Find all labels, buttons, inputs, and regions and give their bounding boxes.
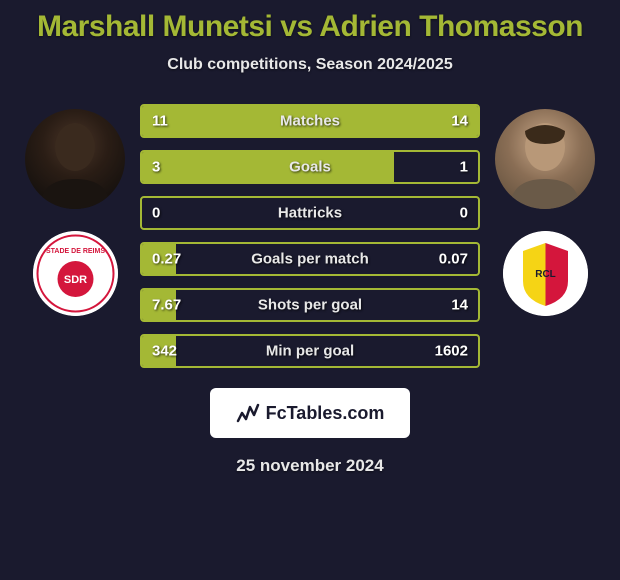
stats-column: 11 Matches 14 3 Goals 1 0 Hattricks 0 0.27 Goals p… [140,104,480,368]
stat-label: Matches [280,113,340,130]
player-right-silhouette-icon [495,109,595,209]
player-left-club-logo: STADE DE REIMS SDR [33,231,118,316]
reims-logo-icon: STADE DE REIMS SDR [33,231,118,316]
player-right-photo [495,109,595,209]
right-player-column: RCL [490,104,600,316]
stat-row: 0.27 Goals per match 0.07 [140,242,480,276]
stat-value-left: 0.27 [152,251,181,268]
stat-row: 7.67 Shots per goal 14 [140,288,480,322]
player-right-club-logo: RCL [503,231,588,316]
date-text: 25 november 2024 [236,456,383,476]
lens-logo-icon: RCL [503,231,588,316]
stat-value-right: 1602 [435,343,468,360]
main-area: STADE DE REIMS SDR 11 Matches 14 3 Goals 1 0 Ha… [0,104,620,368]
stat-label: Goals per match [251,251,369,268]
fctables-label: FcTables.com [266,403,385,424]
stat-fill-left [142,152,394,182]
svg-text:RCL: RCL [535,269,556,280]
left-player-column: STADE DE REIMS SDR [20,104,130,316]
stat-label: Hattricks [278,205,342,222]
stat-label: Shots per goal [258,297,362,314]
stat-value-left: 11 [152,113,168,130]
svg-text:STADE DE REIMS: STADE DE REIMS [46,248,105,255]
svg-text:SDR: SDR [63,274,86,286]
stat-row: 3 Goals 1 [140,150,480,184]
stat-value-left: 0 [152,205,160,222]
stat-row: 0 Hattricks 0 [140,196,480,230]
stat-value-right: 14 [451,113,468,130]
stat-row: 11 Matches 14 [140,104,480,138]
comparison-card: Marshall Munetsi vs Adrien Thomasson Clu… [0,0,620,580]
subtitle: Club competitions, Season 2024/2025 [167,56,452,74]
stat-value-right: 0 [460,205,468,222]
stat-value-right: 14 [451,297,468,314]
stat-row: 342 Min per goal 1602 [140,334,480,368]
stat-value-left: 342 [152,343,177,360]
stat-value-left: 3 [152,159,160,176]
player-left-photo [25,109,125,209]
fctables-logo-icon [236,401,260,425]
stat-value-left: 7.67 [152,297,181,314]
stat-label: Min per goal [266,343,354,360]
stat-value-right: 0.07 [439,251,468,268]
stat-label: Goals [289,159,331,176]
fctables-badge[interactable]: FcTables.com [210,388,410,438]
page-title: Marshall Munetsi vs Adrien Thomasson [37,10,583,44]
player-left-silhouette-icon [25,109,125,209]
stat-value-right: 1 [460,159,468,176]
